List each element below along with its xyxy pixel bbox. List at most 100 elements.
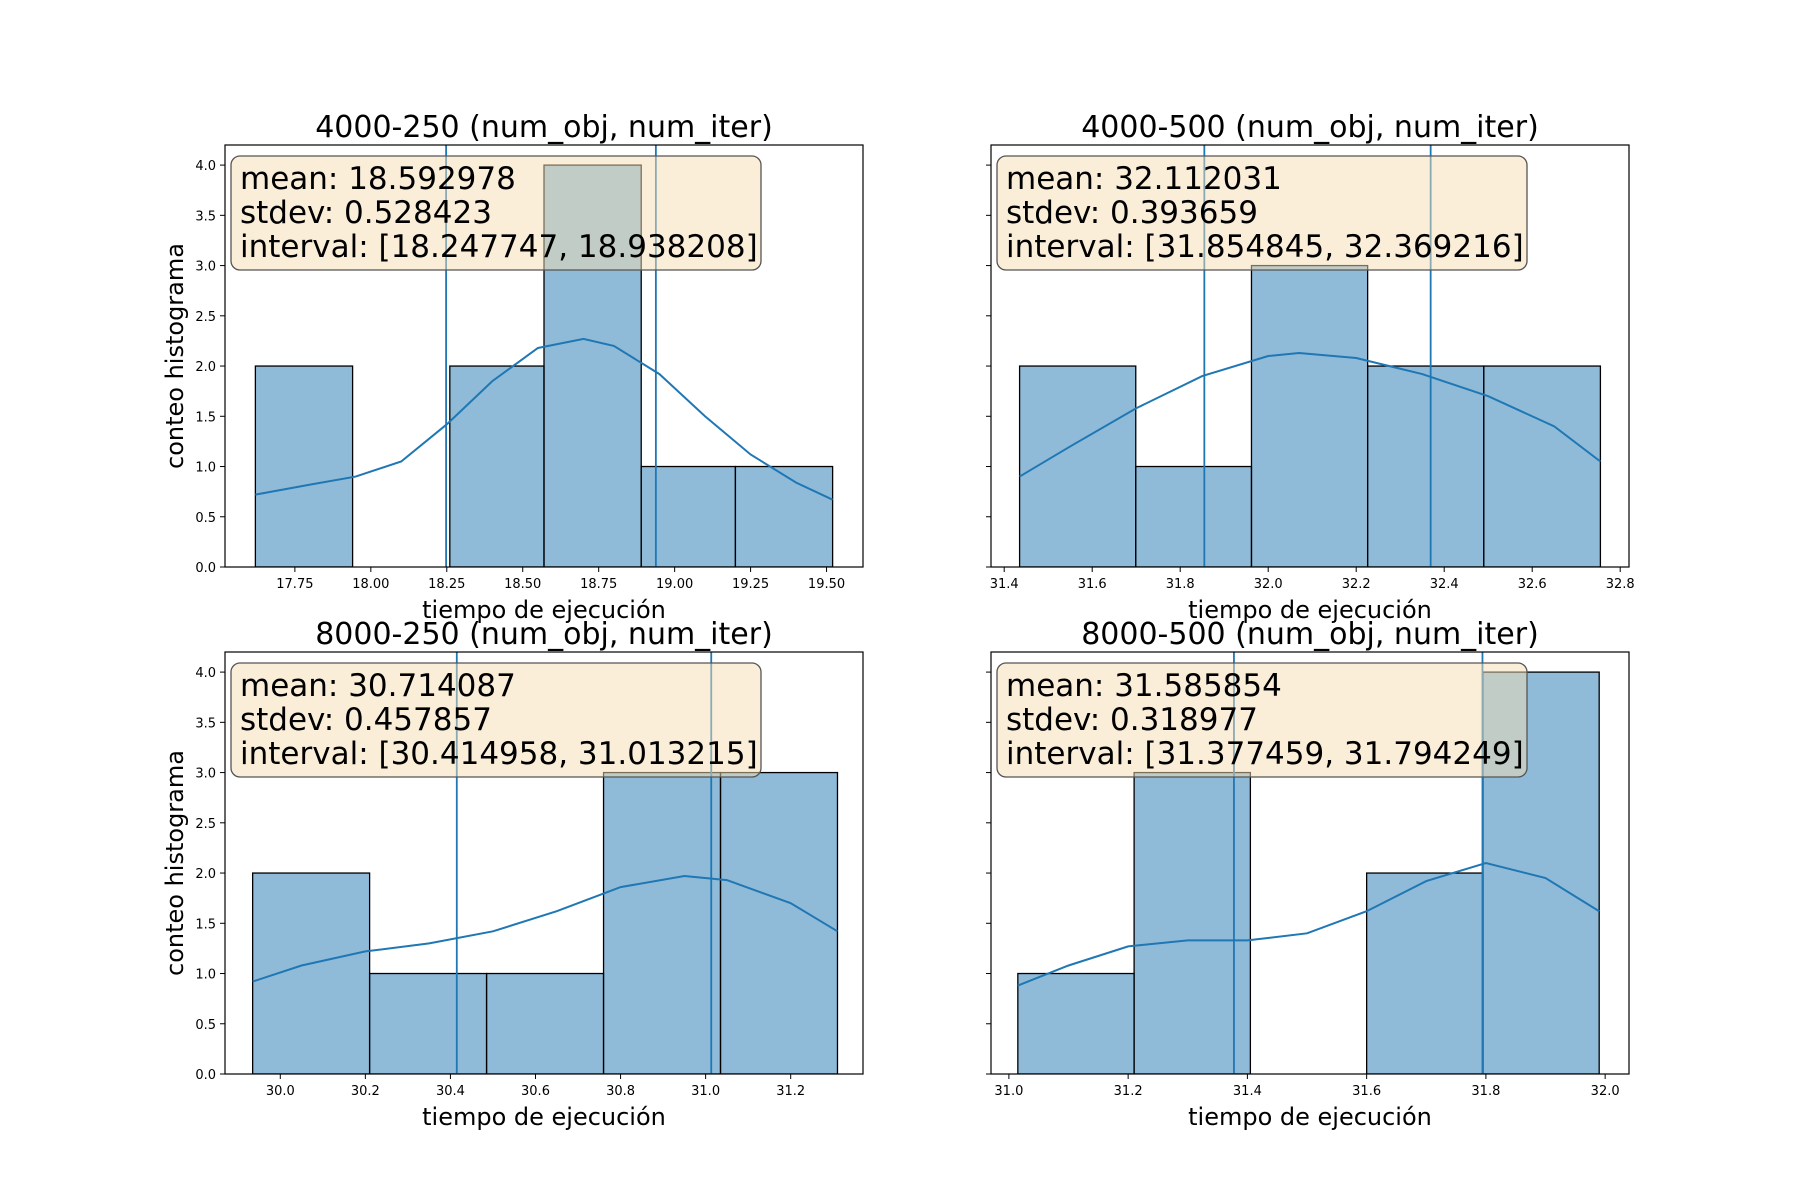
stats-box [230,662,762,778]
kde-curve [1017,861,1600,987]
x-tick-label: 32.2 [1342,577,1371,592]
axes-frame [990,651,1630,1075]
y-axis-label: conteo histograma [161,243,189,469]
stats-stdev-text: stdev: 0.318977 [1006,702,1258,738]
subplot-title: 8000-500 (num_obj, num_iter) [1081,617,1539,652]
histogram-bar [1017,972,1135,1074]
x-tick-label: 31.0 [994,1084,1023,1099]
x-tick-label: 32.6 [1518,577,1547,592]
x-tick-label: 32.0 [1591,1084,1620,1099]
x-tick-label: 31.2 [776,1084,805,1099]
kde-curve [252,875,838,983]
y-tick-label: 1.0 [195,968,216,983]
x-tick-label: 18.25 [428,577,465,592]
y-tick-label: 2.5 [195,817,216,832]
y-tick-label: 0.5 [195,511,216,526]
y-tick-label: 2.5 [195,310,216,325]
y-tick-label: 4.0 [195,666,216,681]
subplot-title: 8000-250 (num_obj, num_iter) [315,617,773,652]
stats-stdev-text: stdev: 0.393659 [1006,195,1258,231]
stats-box [230,155,762,271]
y-tick-label: 0.0 [195,1068,216,1083]
stats-mean-text: mean: 31.585854 [1006,668,1282,704]
x-axis-label: tiempo de ejecución [422,596,666,624]
x-tick-label: 19.00 [656,577,693,592]
subplot-title: 4000-250 (num_obj, num_iter) [315,110,773,145]
histogram-bar [1366,365,1485,567]
stats-mean-text: mean: 30.714087 [240,668,516,704]
x-tick-label: 17.75 [276,577,313,592]
y-tick-label: 1.5 [195,917,216,932]
x-tick-label: 32.0 [1254,577,1283,592]
histogram-bar [1135,465,1253,567]
stats-mean-text: mean: 18.592978 [240,161,516,197]
y-tick-label: 2.0 [195,360,216,375]
stats-interval-text: interval: [18.247747, 18.938208] [240,229,758,265]
stats-interval-text: interval: [31.377459, 31.794249] [1006,736,1524,772]
stats-box [996,662,1528,778]
histogram-bar [719,771,839,1074]
histogram-bar [1483,365,1602,567]
x-tick-label: 30.6 [521,1084,550,1099]
histogram-bar [602,771,722,1074]
x-tick-label: 32.8 [1606,577,1635,592]
x-axis-label: tiempo de ejecución [1188,596,1432,624]
histogram-bar [368,972,488,1074]
histogram-bar [449,365,545,567]
x-tick-label: 30.0 [266,1084,295,1099]
histogram-bar [640,465,737,567]
y-tick-label: 0.5 [195,1018,216,1033]
x-tick-label: 18.75 [580,577,617,592]
x-tick-label: 31.2 [1114,1084,1143,1099]
kde-curve [255,337,834,501]
histogram-bar [1018,365,1137,567]
subplot-title: 4000-500 (num_obj, num_iter) [1081,110,1539,145]
stats-mean-text: mean: 32.112031 [1006,161,1282,197]
plot-area [251,652,839,1074]
x-tick-label: 18.00 [352,577,389,592]
x-tick-label: 31.8 [1166,577,1195,592]
x-tick-label: 30.8 [606,1084,635,1099]
x-axis-label: tiempo de ejecución [422,1103,666,1131]
stats-stdev-text: stdev: 0.528423 [240,195,492,231]
x-tick-label: 31.4 [990,577,1019,592]
x-tick-label: 30.4 [436,1084,465,1099]
y-tick-label: 2.0 [195,867,216,882]
x-axis-label: tiempo de ejecución [1188,1103,1432,1131]
histogram-bar [1133,771,1252,1074]
histogram-bar [485,972,605,1074]
histogram-bar [1365,872,1484,1074]
plot-area [1017,652,1600,1074]
histogram-bar [251,872,371,1074]
stats-interval-text: interval: [31.854845, 32.369216] [1006,229,1524,265]
y-tick-label: 0.0 [195,561,216,576]
x-tick-label: 19.50 [808,577,845,592]
y-tick-label: 3.5 [195,716,216,731]
x-tick-label: 31.0 [691,1084,720,1099]
y-tick-label: 3.5 [195,209,216,224]
x-tick-label: 31.8 [1471,1084,1500,1099]
y-tick-label: 3.0 [195,260,216,275]
x-tick-label: 18.50 [504,577,541,592]
x-tick-label: 19.25 [732,577,769,592]
histogram-bar [734,465,834,567]
y-tick-label: 3.0 [195,767,216,782]
stats-box [996,155,1528,271]
x-tick-label: 30.2 [351,1084,380,1099]
x-tick-label: 32.4 [1430,577,1459,592]
y-axis-label: conteo histograma [161,750,189,976]
x-tick-label: 31.4 [1233,1084,1262,1099]
histogram-bar [254,365,354,567]
histogram-bar [1250,264,1369,567]
y-tick-label: 1.5 [195,410,216,425]
x-tick-label: 31.6 [1352,1084,1381,1099]
axes-frame [990,144,1630,568]
axes-frame [224,144,864,568]
stats-stdev-text: stdev: 0.457857 [240,702,492,738]
plot-area [1018,145,1602,567]
